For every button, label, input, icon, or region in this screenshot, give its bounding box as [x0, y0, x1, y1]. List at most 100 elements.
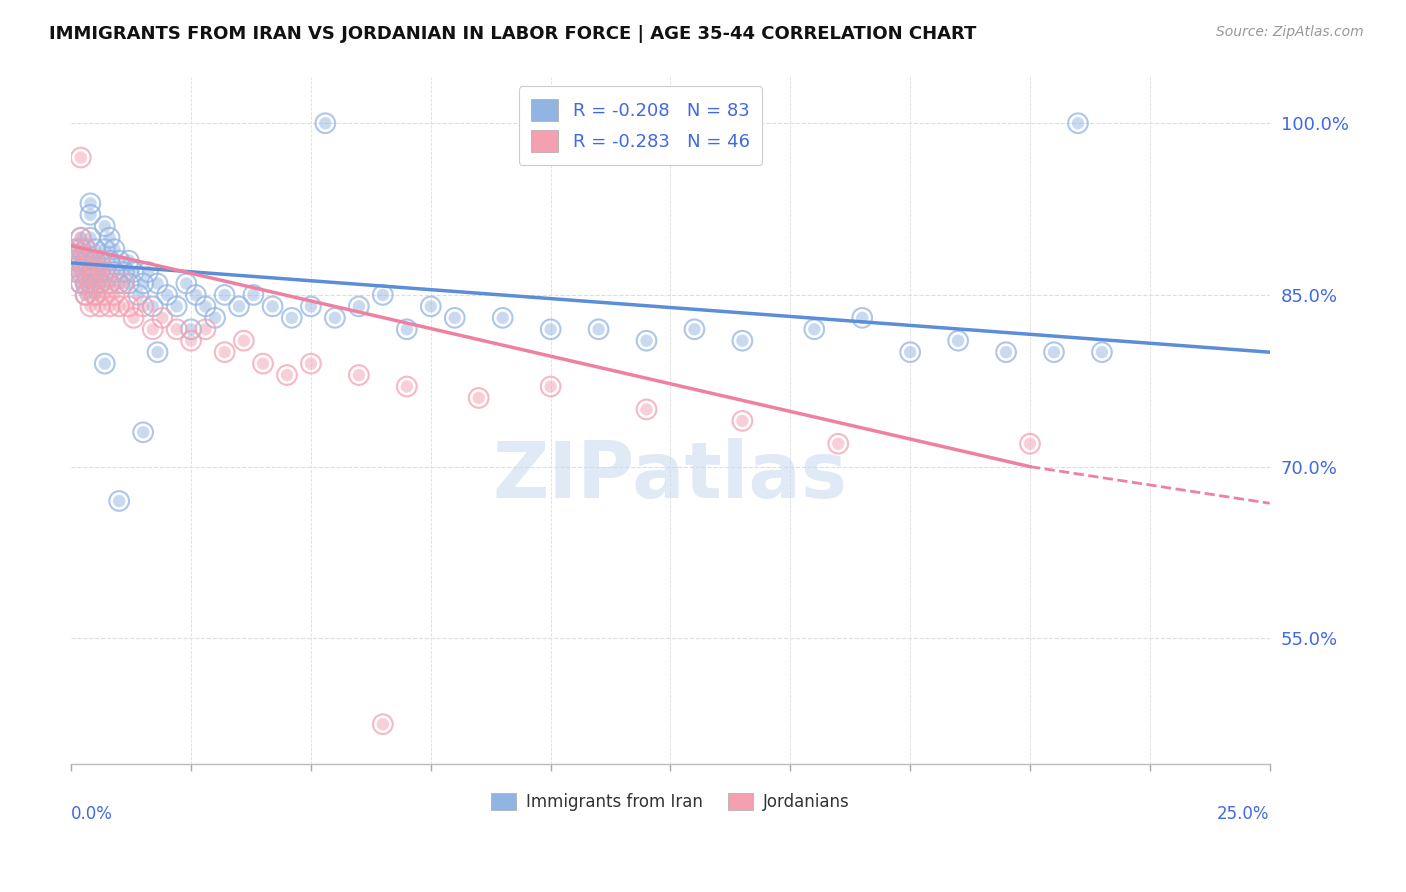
- Point: [146, 345, 169, 359]
- Point: [443, 310, 465, 325]
- Point: [108, 253, 131, 268]
- Point: [142, 299, 165, 313]
- Point: [371, 288, 394, 302]
- Point: [443, 310, 465, 325]
- Point: [194, 322, 217, 336]
- Point: [588, 322, 610, 336]
- Point: [103, 242, 125, 256]
- Point: [946, 334, 969, 348]
- Point: [98, 277, 121, 291]
- Point: [65, 242, 87, 256]
- Point: [89, 299, 111, 313]
- Point: [347, 299, 370, 313]
- Point: [98, 230, 121, 244]
- Point: [79, 277, 101, 291]
- Point: [252, 357, 274, 371]
- Point: [150, 310, 173, 325]
- Point: [84, 288, 107, 302]
- Point: [281, 310, 304, 325]
- Point: [803, 322, 825, 336]
- Point: [419, 299, 441, 313]
- Point: [142, 322, 165, 336]
- Point: [98, 253, 121, 268]
- Point: [69, 253, 91, 268]
- Point: [1043, 345, 1066, 359]
- Point: [232, 334, 254, 348]
- Point: [827, 436, 849, 450]
- Point: [75, 288, 97, 302]
- Point: [1019, 436, 1042, 450]
- Point: [276, 368, 298, 382]
- Point: [94, 265, 117, 279]
- Point: [79, 299, 101, 313]
- Point: [194, 299, 217, 313]
- Point: [98, 253, 121, 268]
- Point: [122, 310, 145, 325]
- Text: Source: ZipAtlas.com: Source: ZipAtlas.com: [1216, 25, 1364, 39]
- Point: [156, 288, 179, 302]
- Point: [79, 253, 101, 268]
- Point: [540, 379, 562, 393]
- Point: [166, 322, 188, 336]
- Point: [150, 310, 173, 325]
- Point: [84, 265, 107, 279]
- Point: [75, 288, 97, 302]
- Point: [132, 425, 155, 440]
- Point: [204, 310, 226, 325]
- Point: [118, 277, 141, 291]
- Point: [540, 322, 562, 336]
- Point: [112, 265, 135, 279]
- Point: [98, 230, 121, 244]
- Point: [156, 288, 179, 302]
- Point: [75, 253, 97, 268]
- Point: [84, 242, 107, 256]
- Point: [731, 334, 754, 348]
- Point: [132, 277, 155, 291]
- Point: [84, 253, 107, 268]
- Point: [79, 253, 101, 268]
- Point: [112, 277, 135, 291]
- Point: [75, 288, 97, 302]
- Point: [467, 391, 489, 405]
- Point: [69, 230, 91, 244]
- Point: [75, 265, 97, 279]
- Point: [142, 322, 165, 336]
- Point: [118, 277, 141, 291]
- Point: [395, 322, 418, 336]
- Point: [89, 277, 111, 291]
- Point: [540, 379, 562, 393]
- Point: [299, 357, 322, 371]
- Point: [98, 299, 121, 313]
- Point: [228, 299, 250, 313]
- Point: [103, 265, 125, 279]
- Point: [75, 242, 97, 256]
- Point: [242, 288, 264, 302]
- Point: [69, 230, 91, 244]
- Point: [65, 265, 87, 279]
- Point: [65, 265, 87, 279]
- Point: [127, 288, 149, 302]
- Point: [103, 265, 125, 279]
- Point: [79, 230, 101, 244]
- Point: [79, 253, 101, 268]
- Point: [94, 265, 117, 279]
- Point: [69, 277, 91, 291]
- Point: [69, 277, 91, 291]
- Point: [636, 402, 658, 417]
- Point: [84, 242, 107, 256]
- Point: [94, 265, 117, 279]
- Point: [69, 253, 91, 268]
- Legend: Immigrants from Iran, Jordanians: Immigrants from Iran, Jordanians: [485, 786, 856, 818]
- Point: [84, 288, 107, 302]
- Point: [194, 322, 217, 336]
- Point: [146, 345, 169, 359]
- Point: [1067, 116, 1090, 130]
- Point: [995, 345, 1018, 359]
- Point: [79, 277, 101, 291]
- Point: [281, 310, 304, 325]
- Point: [89, 253, 111, 268]
- Point: [146, 277, 169, 291]
- Point: [166, 299, 188, 313]
- Point: [69, 151, 91, 165]
- Point: [79, 277, 101, 291]
